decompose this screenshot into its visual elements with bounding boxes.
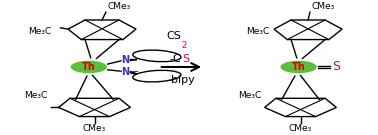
Text: Th: Th — [292, 62, 305, 72]
Text: CMe₃: CMe₃ — [312, 2, 335, 11]
Text: Th: Th — [82, 62, 96, 72]
Text: S: S — [332, 60, 340, 73]
Text: -C: -C — [170, 54, 181, 64]
Text: CMe₃: CMe₃ — [289, 124, 312, 133]
Circle shape — [71, 61, 107, 73]
Text: CMe₃: CMe₃ — [108, 2, 131, 11]
Text: Me₃C: Me₃C — [246, 27, 269, 36]
Text: -bipy: -bipy — [167, 75, 195, 85]
Text: Me₃C: Me₃C — [25, 91, 48, 100]
Text: S: S — [182, 54, 189, 64]
Text: =: = — [131, 68, 138, 77]
Text: 2: 2 — [181, 41, 187, 50]
Text: N: N — [121, 55, 129, 65]
Circle shape — [280, 61, 317, 73]
Text: N: N — [121, 67, 129, 77]
Text: CMe₃: CMe₃ — [83, 124, 106, 133]
Text: Me₃C: Me₃C — [238, 91, 262, 100]
Text: Me₃C: Me₃C — [28, 27, 52, 36]
Text: CS: CS — [167, 31, 181, 41]
